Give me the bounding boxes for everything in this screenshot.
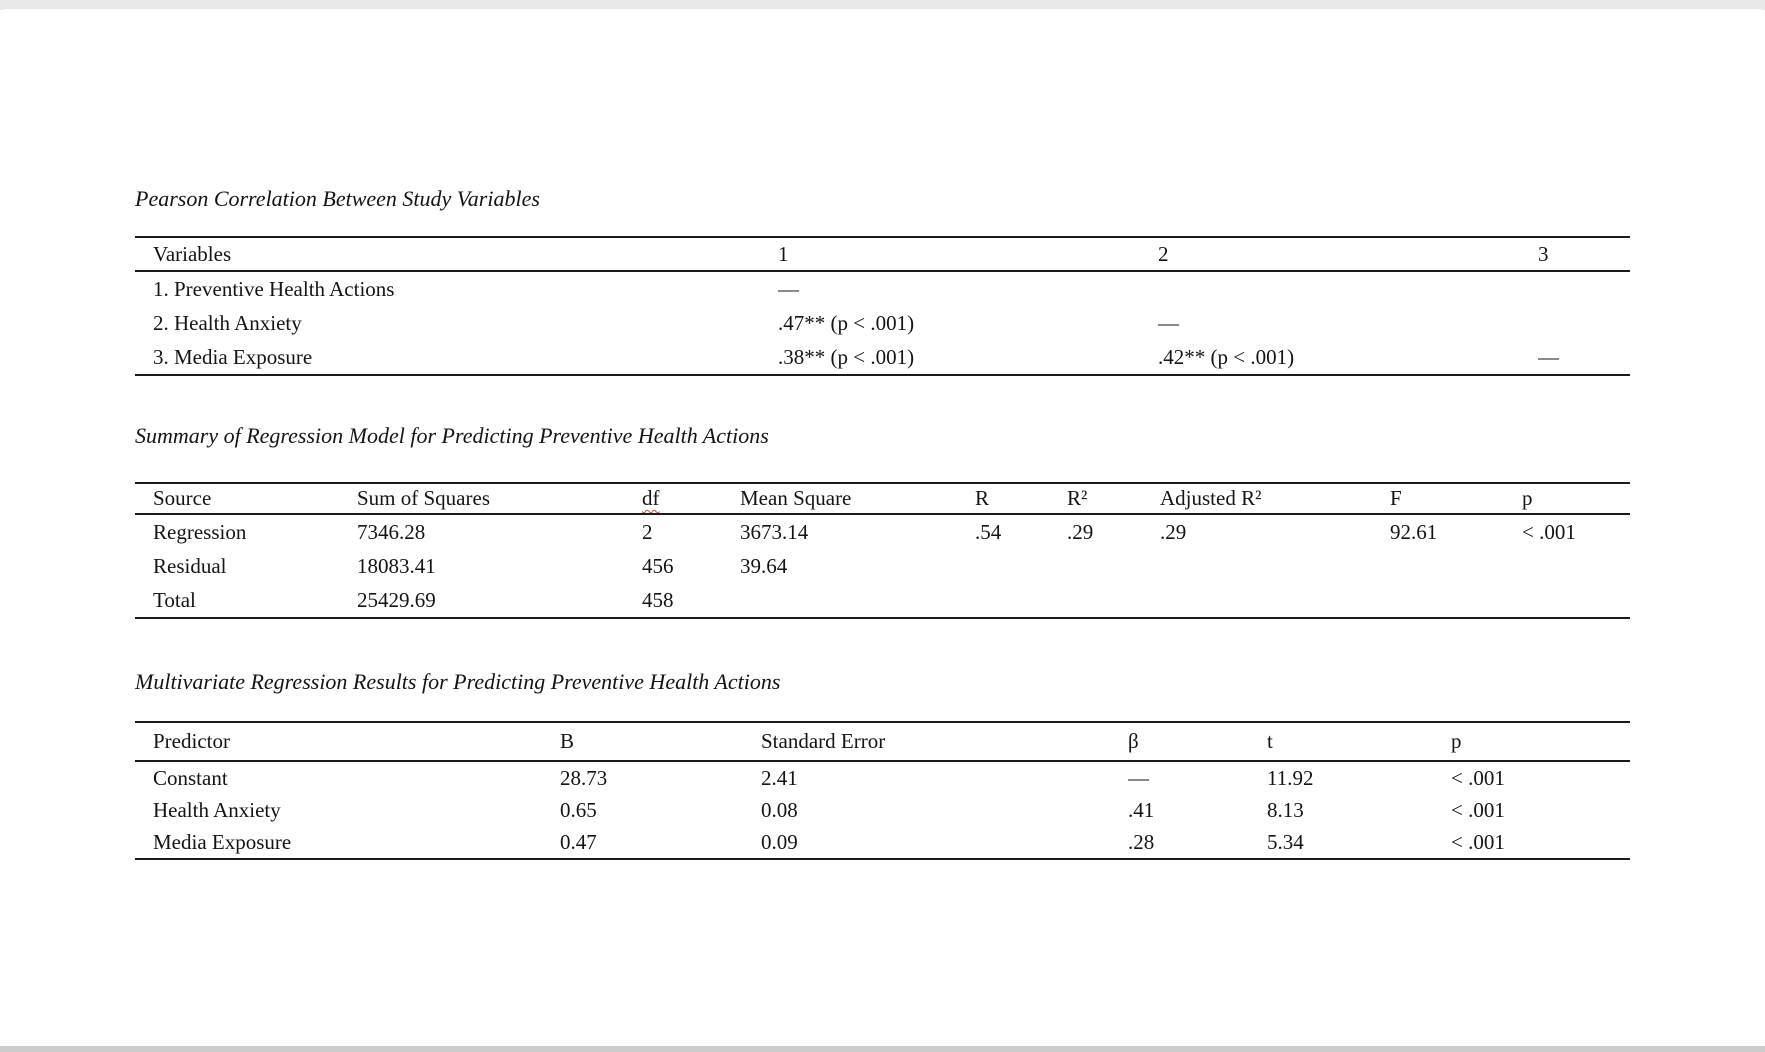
table-cell: 3673.14 <box>740 519 809 544</box>
table-title-regression-summary: Summary of Regression Model for Predicti… <box>135 423 769 448</box>
table-cell: 3. Media Exposure <box>153 344 313 369</box>
table-cell: Residual <box>153 553 227 578</box>
table-cell: 25429.69 <box>357 587 436 612</box>
table-cell: .41 <box>1128 797 1155 822</box>
table-title-multivariate-regression: Multivariate Regression Results for Pred… <box>135 669 781 694</box>
table-title-correlation: Pearson Correlation Between Study Variab… <box>135 186 540 211</box>
table-cell: .29 <box>1067 519 1094 544</box>
column-header: B <box>560 722 761 762</box>
table-cell: 28.73 <box>560 765 608 790</box>
table-cell <box>1390 583 1522 618</box>
table-cell: < .001 <box>1522 519 1576 544</box>
column-header: 2 <box>1158 237 1538 272</box>
table-cell: 18083.41 <box>357 553 436 578</box>
table-cell <box>1067 583 1160 618</box>
column-header: Variables <box>135 237 778 272</box>
table-cell: 2.41 <box>761 765 798 790</box>
table-row: 2. Health Anxiety .47** (p < .001) — <box>135 306 1630 340</box>
table-row: Regression 7346.28 2 3673.14 .54 .29 .29… <box>135 514 1630 549</box>
column-header: t <box>1267 722 1451 762</box>
table-cell: .54 <box>975 519 1002 544</box>
table-cell <box>1158 271 1538 306</box>
table-cell: < .001 <box>1451 797 1505 822</box>
column-header: 1 <box>778 237 1158 272</box>
spellcheck-underline: df <box>642 486 660 510</box>
column-header: Sum of Squares <box>357 483 642 515</box>
multivariate-regression-table: Predictor B Standard Error β t p Constan… <box>135 721 1630 860</box>
table-cell <box>1538 271 1630 306</box>
column-header: df <box>642 483 740 515</box>
table-cell <box>740 583 975 618</box>
table-cell: .42** (p < .001) <box>1158 344 1295 369</box>
table-cell: 39.64 <box>740 553 788 578</box>
table-cell: 2. Health Anxiety <box>153 310 302 335</box>
table-cell: 0.47 <box>560 829 597 854</box>
table-cell: 8.13 <box>1267 797 1304 822</box>
column-header: F <box>1390 483 1522 515</box>
column-header: 3 <box>1538 237 1630 272</box>
table-header-row: Variables 1 2 3 <box>135 237 1630 272</box>
table-row: Health Anxiety 0.65 0.08 .41 8.13 < .001 <box>135 794 1630 826</box>
table-cell: 458 <box>642 587 674 612</box>
table-cell: 1. Preventive Health Actions <box>153 276 395 301</box>
table-cell <box>975 583 1067 618</box>
table-cell: < .001 <box>1451 829 1505 854</box>
table-cell: .28 <box>1128 829 1155 854</box>
table-cell <box>1522 583 1630 618</box>
table-cell: 0.65 <box>560 797 597 822</box>
table-header-row: Source Sum of Squares df Mean Square R R… <box>135 483 1630 515</box>
table-cell: 0.09 <box>761 829 798 854</box>
table-header-row: Predictor B Standard Error β t p <box>135 722 1630 762</box>
document-page: Pearson Correlation Between Study Variab… <box>0 9 1765 1046</box>
table-cell: 7346.28 <box>357 519 426 544</box>
table-cell <box>1522 549 1630 583</box>
table-cell: — <box>1128 765 1149 790</box>
table-row: Residual 18083.41 456 39.64 <box>135 549 1630 583</box>
table-cell: Health Anxiety <box>153 797 281 822</box>
table-cell: Regression <box>153 519 247 544</box>
table-cell <box>1160 549 1390 583</box>
table-cell: .38** (p < .001) <box>778 344 915 369</box>
table-cell <box>1390 549 1522 583</box>
table-cell: — <box>778 276 799 301</box>
table-row: Total 25429.69 458 <box>135 583 1630 618</box>
table-row: 1. Preventive Health Actions — <box>135 271 1630 306</box>
table-cell: 11.92 <box>1267 765 1314 790</box>
column-header: β <box>1128 722 1267 762</box>
table-row: 3. Media Exposure .38** (p < .001) .42**… <box>135 340 1630 375</box>
table-cell <box>1538 306 1630 340</box>
column-header: p <box>1522 483 1630 515</box>
table-cell <box>975 549 1067 583</box>
column-header: Mean Square <box>740 483 975 515</box>
column-header: R² <box>1067 483 1160 515</box>
table-cell: 2 <box>642 519 653 544</box>
table-row: Media Exposure 0.47 0.09 .28 5.34 < .001 <box>135 826 1630 859</box>
table-cell: Media Exposure <box>153 829 292 854</box>
regression-summary-table: Source Sum of Squares df Mean Square R R… <box>135 482 1630 619</box>
table-cell: 456 <box>642 553 674 578</box>
table-cell: .47** (p < .001) <box>778 310 915 335</box>
table-cell <box>1160 583 1390 618</box>
correlation-table: Variables 1 2 3 1. Preventive Health Act… <box>135 236 1630 376</box>
column-header: Standard Error <box>761 722 1128 762</box>
table-cell <box>1067 549 1160 583</box>
table-cell: Constant <box>153 765 228 790</box>
table-cell: .29 <box>1160 519 1187 544</box>
table-cell: 0.08 <box>761 797 798 822</box>
table-cell: Total <box>153 587 196 612</box>
column-header: Adjusted R² <box>1160 483 1390 515</box>
table-cell: 92.61 <box>1390 519 1438 544</box>
table-row: Constant 28.73 2.41 — 11.92 < .001 <box>135 761 1630 794</box>
table-cell: < .001 <box>1451 765 1505 790</box>
column-header: Source <box>135 483 357 515</box>
viewer-canvas-top-edge <box>0 0 1765 10</box>
table-cell: — <box>1158 310 1179 335</box>
column-header: Predictor <box>135 722 560 762</box>
table-cell: 5.34 <box>1267 829 1304 854</box>
column-header: p <box>1451 722 1630 762</box>
table-cell: — <box>1538 344 1559 369</box>
viewer-canvas-bottom-edge <box>0 1046 1765 1052</box>
column-header: R <box>975 483 1067 515</box>
